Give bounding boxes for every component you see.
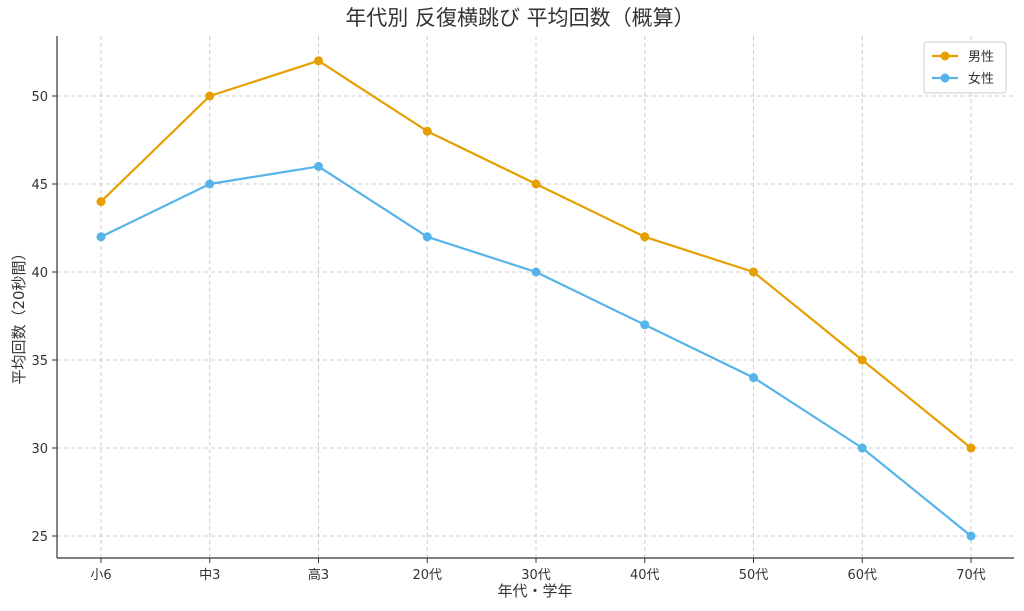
data-point (314, 56, 323, 66)
data-point (531, 267, 541, 277)
data-point (314, 161, 323, 171)
legend-marker (940, 51, 950, 61)
y-tick-label: 30 (31, 442, 48, 457)
x-tick-label: 小6 (90, 568, 111, 583)
data-point (966, 443, 976, 453)
data-point (966, 531, 976, 541)
y-tick-label: 40 (31, 266, 48, 281)
series-1 (96, 56, 976, 453)
x-axis-label: 年代・学年 (497, 582, 572, 600)
series-2 (96, 161, 976, 541)
data-point (422, 126, 432, 136)
chart-title: 年代別 反復横跳び 平均回数（概算） (345, 6, 694, 30)
x-tick-label: 30代 (521, 568, 551, 583)
legend-label: 女性 (968, 71, 994, 87)
data-point (205, 179, 215, 189)
x-tick-label: 40代 (630, 568, 660, 583)
x-tick-label: 中3 (199, 568, 220, 583)
y-tick-label: 35 (31, 354, 48, 369)
y-tick-label: 45 (31, 178, 48, 193)
x-tick-label: 50代 (739, 568, 769, 583)
data-point (749, 267, 758, 277)
x-tick-label: 60代 (847, 568, 877, 583)
data-point (640, 232, 650, 242)
data-point (640, 320, 650, 330)
legend-label: 男性 (968, 50, 994, 65)
data-point (531, 179, 541, 189)
legend-item: 男性 (932, 50, 994, 65)
series-layer (96, 56, 976, 541)
data-point (857, 443, 867, 453)
x-tick-labels: 小6 中3 高3 20代 30代 40代 50代 60代 70代 (90, 567, 985, 583)
data-point (749, 373, 758, 383)
data-point (96, 232, 106, 242)
data-point (96, 197, 106, 207)
x-tick-label: 20代 (412, 568, 442, 583)
data-point (422, 232, 432, 242)
y-tick-label: 25 (31, 530, 48, 545)
y-axis-label: 平均回数（20秒間） (10, 245, 28, 384)
legend-marker (940, 73, 950, 83)
grid (57, 36, 1014, 558)
data-point (857, 355, 867, 365)
y-tick-label: 50 (31, 90, 48, 105)
x-tick-label: 高3 (308, 567, 329, 583)
legend-item: 女性 (932, 71, 994, 87)
y-tick-labels: 25 30 35 40 45 50 (31, 90, 48, 545)
tick-marks (52, 95, 972, 563)
x-tick-label: 70代 (956, 568, 986, 583)
data-point (205, 91, 215, 101)
